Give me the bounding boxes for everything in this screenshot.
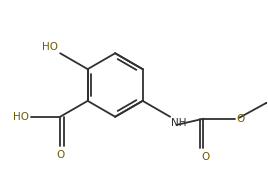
Text: NH: NH <box>171 118 187 128</box>
Text: HO: HO <box>13 112 29 122</box>
Text: O: O <box>236 114 244 124</box>
Text: O: O <box>56 150 64 160</box>
Text: HO: HO <box>42 42 58 52</box>
Text: O: O <box>201 152 210 162</box>
